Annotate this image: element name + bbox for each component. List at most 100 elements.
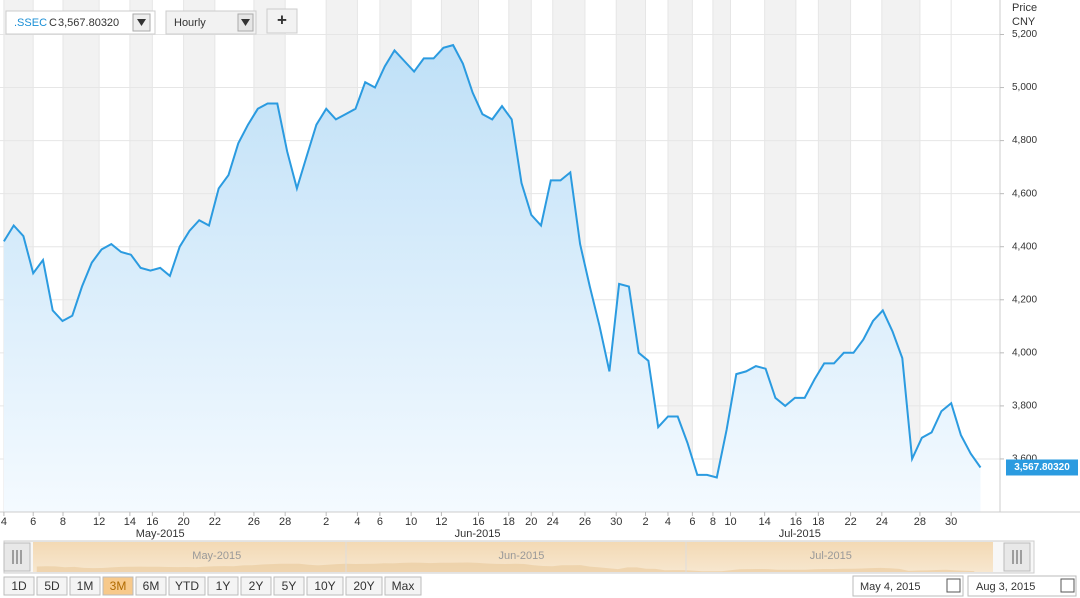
grip bbox=[1012, 550, 1022, 564]
range-label: Max bbox=[392, 579, 415, 593]
x-tick-label: 28 bbox=[279, 516, 291, 528]
range-label: 10Y bbox=[314, 579, 335, 593]
y-tick-label: 4,600 bbox=[1012, 188, 1037, 199]
x-tick-label: 10 bbox=[724, 516, 736, 528]
interval: Hourly bbox=[174, 17, 206, 29]
range-button[interactable] bbox=[69, 576, 101, 596]
x-tick-label: 30 bbox=[610, 516, 622, 528]
range-button[interactable] bbox=[345, 576, 383, 596]
x-tick-label: 6 bbox=[377, 516, 383, 528]
range-button[interactable] bbox=[168, 576, 206, 596]
quote: 3,567.80320 bbox=[58, 17, 119, 29]
x-tick-label: 20 bbox=[525, 516, 537, 528]
navigator-handle[interactable] bbox=[1003, 542, 1031, 572]
grip bbox=[12, 550, 22, 564]
grid-band bbox=[712, 0, 731, 512]
range-label: 2Y bbox=[249, 579, 264, 593]
range-label: 6M bbox=[143, 579, 160, 593]
range-button[interactable] bbox=[3, 576, 35, 596]
x-tick-label: 8 bbox=[60, 516, 66, 528]
date-from[interactable] bbox=[852, 575, 964, 597]
symbol: .SSEC bbox=[14, 17, 47, 29]
x-tick-label: 26 bbox=[248, 516, 260, 528]
y-tick-label: 5,000 bbox=[1012, 82, 1037, 93]
range-button[interactable] bbox=[135, 576, 167, 596]
navigator-area bbox=[36, 562, 975, 572]
arrow-icon bbox=[241, 19, 250, 26]
last-price-label: 3,567.80320 bbox=[1014, 462, 1070, 473]
y-tick-label: 4,000 bbox=[1012, 347, 1037, 358]
x-tick-label: 4 bbox=[665, 516, 671, 528]
month-label: Jul-2015 bbox=[779, 528, 821, 540]
x-tick-label: 20 bbox=[177, 516, 189, 528]
x-tick-label: 24 bbox=[876, 516, 888, 528]
x-tick-label: 2 bbox=[642, 516, 648, 528]
x-tick-label: 10 bbox=[405, 516, 417, 528]
range-label: 3M bbox=[110, 579, 127, 593]
area-fill bbox=[3, 45, 981, 512]
quote-prefix: C bbox=[49, 17, 57, 29]
navigator-month: May-2015 bbox=[192, 550, 241, 562]
x-tick-label: 4 bbox=[1, 516, 7, 528]
range-button[interactable] bbox=[306, 576, 344, 596]
add-label: + bbox=[277, 10, 287, 29]
range-label: 1M bbox=[77, 579, 94, 593]
range-button[interactable] bbox=[240, 576, 272, 596]
y-tick-label: 3,600 bbox=[1012, 454, 1037, 465]
range-label: 1D bbox=[11, 579, 27, 593]
range-button[interactable] bbox=[102, 576, 134, 596]
x-tick-label: 24 bbox=[547, 516, 559, 528]
x-tick-label: 14 bbox=[124, 516, 136, 528]
x-tick-label: 14 bbox=[759, 516, 771, 528]
y-tick-label: 4,800 bbox=[1012, 135, 1037, 146]
range-label: 5Y bbox=[282, 579, 297, 593]
date-to[interactable] bbox=[967, 575, 1077, 597]
x-tick-label: 30 bbox=[945, 516, 957, 528]
navigator-month: Jul-2015 bbox=[810, 550, 852, 562]
range-button[interactable] bbox=[207, 576, 239, 596]
x-tick-label: 28 bbox=[914, 516, 926, 528]
arrow-icon bbox=[137, 19, 146, 26]
range-label: 5D bbox=[44, 579, 60, 593]
add-button[interactable] bbox=[266, 8, 298, 34]
x-tick-label: 16 bbox=[790, 516, 802, 528]
range-button[interactable] bbox=[273, 576, 305, 596]
month-label: Jun-2015 bbox=[455, 528, 501, 540]
y-axis-unit: CNY bbox=[1012, 16, 1036, 28]
range-label: 20Y bbox=[353, 579, 374, 593]
calendar-icon[interactable] bbox=[1060, 578, 1075, 593]
x-tick-label: 2 bbox=[323, 516, 329, 528]
date-from-text: May 4, 2015 bbox=[860, 581, 921, 593]
x-tick-label: 16 bbox=[146, 516, 158, 528]
x-tick-label: 6 bbox=[30, 516, 36, 528]
x-tick-label: 6 bbox=[689, 516, 695, 528]
x-tick-label: 12 bbox=[435, 516, 447, 528]
last-price-tag bbox=[1006, 459, 1078, 476]
x-tick-label: 4 bbox=[354, 516, 360, 528]
x-tick-label: 8 bbox=[710, 516, 716, 528]
interval-box[interactable] bbox=[165, 10, 257, 35]
x-tick-label: 26 bbox=[579, 516, 591, 528]
x-tick-label: 12 bbox=[93, 516, 105, 528]
x-tick-label: 22 bbox=[844, 516, 856, 528]
price-line bbox=[3, 43, 982, 479]
symbol-box[interactable] bbox=[5, 10, 156, 35]
navigator-month: Jun-2015 bbox=[499, 550, 545, 562]
x-tick-label: 18 bbox=[812, 516, 824, 528]
month-label: May-2015 bbox=[136, 528, 185, 540]
calendar-icon[interactable] bbox=[946, 578, 961, 593]
x-tick-label: 16 bbox=[472, 516, 484, 528]
y-tick-label: 5,200 bbox=[1012, 29, 1037, 40]
y-tick-label: 3,800 bbox=[1012, 401, 1037, 412]
range-button[interactable] bbox=[384, 576, 422, 596]
range-label: YTD bbox=[175, 579, 199, 593]
x-tick-label: 18 bbox=[503, 516, 515, 528]
range-label: 1Y bbox=[216, 579, 231, 593]
y-tick-label: 4,200 bbox=[1012, 294, 1037, 305]
x-tick-label: 22 bbox=[209, 516, 221, 528]
date-to-text: Aug 3, 2015 bbox=[976, 581, 1035, 593]
range-button[interactable] bbox=[36, 576, 68, 596]
y-axis-title: Price bbox=[1012, 2, 1037, 14]
